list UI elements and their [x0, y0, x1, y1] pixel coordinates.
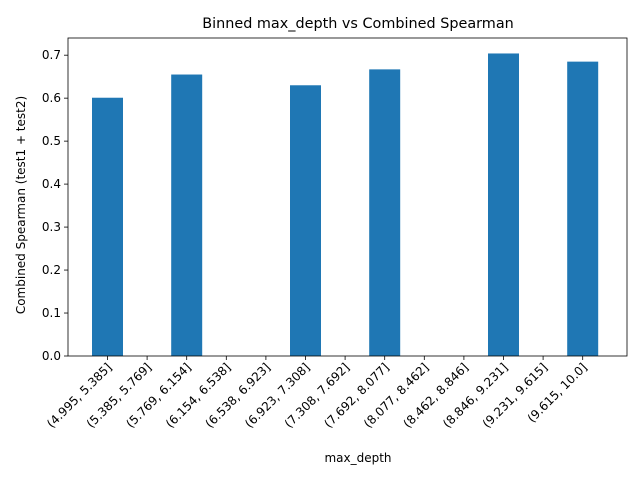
- y-tick-label: 0.5: [42, 134, 61, 148]
- bar: [171, 74, 203, 356]
- y-tick-label: 0.2: [42, 263, 61, 277]
- y-tick-label: 0.3: [42, 220, 61, 234]
- y-tick-label: 0.7: [42, 48, 61, 62]
- plot-frame: [67, 37, 628, 357]
- chart-title: Binned max_depth vs Combined Spearman: [202, 16, 514, 32]
- y-tick-label: 0.6: [42, 91, 61, 105]
- bar: [92, 97, 123, 357]
- y-axis: 0.0 0.1 0.2 0.3 0.4 0.5 0.6 0.7: [42, 48, 68, 363]
- y-axis-label: Combined Spearman (test1 + test2): [14, 96, 28, 314]
- y-tick-label: 0.1: [42, 306, 61, 320]
- y-tick-label: 0.4: [42, 177, 61, 191]
- x-axis-label: max_depth: [324, 451, 391, 465]
- bar: [290, 85, 321, 357]
- bar: [488, 53, 519, 356]
- x-axis: (4.995, 5.385](5.385, 5.769](5.769, 6.15…: [44, 356, 590, 431]
- bar: [567, 61, 599, 357]
- bar: [369, 69, 401, 356]
- y-tick-label: 0.0: [42, 349, 61, 363]
- bars-group: [92, 53, 599, 357]
